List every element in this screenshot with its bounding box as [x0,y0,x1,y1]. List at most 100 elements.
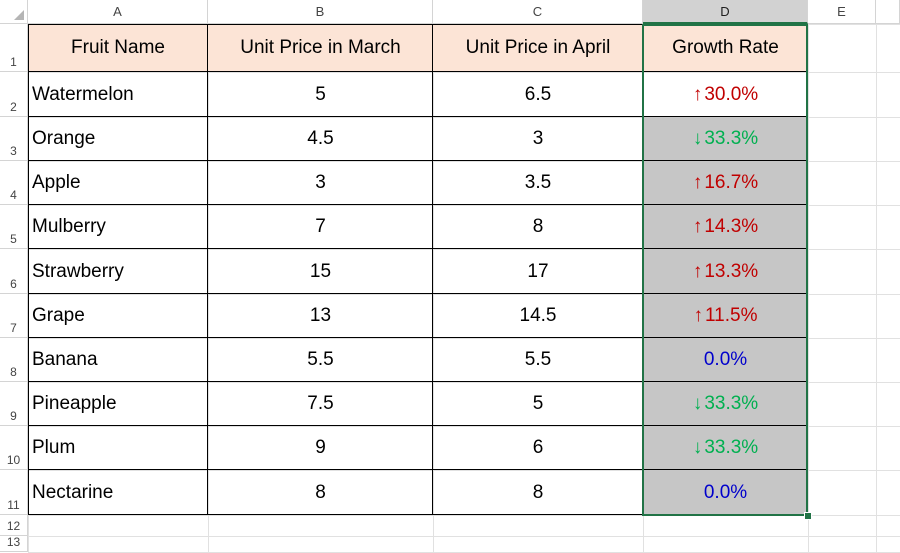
row-header-13[interactable]: 13 [0,535,28,552]
cell-growth-rate[interactable]: 0.0% [643,338,808,382]
cell-fruit[interactable]: Mulberry [32,216,106,237]
growth-rate-value: 0.0% [703,481,748,503]
row-header-2[interactable]: 2 [0,72,28,117]
cell-march[interactable]: 4.5 [307,128,334,149]
row-header-6[interactable]: 6 [0,249,28,294]
column-header-blank[interactable] [876,0,900,24]
arrow-up-icon: ↑ [692,172,703,193]
cell-april[interactable]: 17 [527,260,549,282]
select-all-corner[interactable] [0,0,28,24]
cell-growth-rate[interactable]: ↓ 33.3% [643,426,808,470]
cell-fruit[interactable]: Nectarine [32,481,114,503]
gridline-horizontal [28,205,900,206]
table-border-vertical [807,24,808,515]
cell-fruit[interactable]: Plum [32,437,76,458]
header-cell-growth-rate[interactable]: Growth Rate [643,24,808,72]
cell-fruit[interactable]: Watermelon [32,83,134,105]
row-header-11[interactable]: 11 [0,470,28,515]
cell-march[interactable]: 7.5 [307,393,334,414]
column-header-a[interactable]: A [28,0,208,24]
table-border-horizontal [28,293,808,294]
cell-growth-rate[interactable]: ↑ 14.3% [643,205,808,249]
table-border-horizontal [28,381,808,382]
cell-april[interactable]: 3.5 [524,172,552,193]
cell-fruit[interactable]: Orange [32,128,96,149]
table-border-vertical [207,24,208,515]
cell-april[interactable]: 8 [532,481,544,503]
row-header-7[interactable]: 7 [0,294,28,338]
cell-fruit[interactable]: Pineapple [32,393,117,414]
column-header-d[interactable]: D [643,0,808,24]
cell-growth-rate[interactable]: ↓ 33.3% [643,117,808,161]
header-cell-april-price[interactable]: Unit Price in April [433,24,643,72]
cell-april[interactable]: 6.5 [524,83,552,105]
cell-march[interactable]: 9 [315,437,326,458]
table-border-horizontal [28,24,808,25]
growth-rate-value: 0.0% [703,349,748,370]
table-border-horizontal [28,160,808,161]
cell-april[interactable]: 5 [532,393,544,414]
cell-growth-rate[interactable]: ↓ 33.3% [643,382,808,426]
header-cell-fruit-name[interactable]: Fruit Name [28,24,208,72]
cell-april[interactable]: 5.5 [524,349,552,370]
cell-march[interactable]: 3 [315,172,326,193]
arrow-up-icon: ↑ [692,260,703,282]
cell-growth-rate[interactable]: 0.0% [643,470,808,515]
table-border-horizontal [28,204,808,205]
row-header-3[interactable]: 3 [0,117,28,161]
cell-march[interactable]: 7 [315,216,326,237]
row-header-9[interactable]: 9 [0,382,28,426]
gridline-vertical [876,24,877,552]
growth-rate-value: 33.3% [704,128,759,149]
cell-march[interactable]: 8 [315,481,326,503]
cell-april[interactable]: 3 [532,128,544,149]
gridline-horizontal [28,536,900,537]
gridline-vertical [808,24,809,552]
growth-rate-value: 33.3% [704,437,759,458]
table-border-vertical [642,24,643,515]
column-header-b[interactable]: B [208,0,433,24]
row-header-4[interactable]: 4 [0,161,28,205]
cell-march[interactable]: 13 [309,305,332,326]
cell-growth-rate[interactable]: ↑ 11.5% [643,294,808,338]
cell-april[interactable]: 8 [532,216,544,237]
cell-fruit[interactable]: Apple [32,172,81,193]
cell-fruit[interactable]: Grape [32,305,85,326]
cell-march[interactable]: 15 [309,260,332,282]
growth-rate-value: 11.5% [705,305,758,326]
cell-april[interactable]: 6 [532,437,544,458]
arrow-up-icon: ↑ [692,83,703,105]
row-header-12[interactable]: 12 [0,515,28,536]
cell-march[interactable]: 5.5 [307,349,334,370]
gridline-horizontal [28,338,900,339]
cell-growth-rate[interactable]: ↑ 30.0% [643,72,808,117]
cell-fruit[interactable]: Strawberry [32,260,124,282]
table-border-horizontal [28,469,808,470]
header-cell-march-price[interactable]: Unit Price in March [208,24,433,72]
growth-rate-value: 13.3% [704,260,759,282]
table-border-horizontal [28,71,808,72]
cell-april[interactable]: 14.5 [519,305,557,326]
column-header-c[interactable]: C [433,0,643,24]
gridline-vertical [208,24,209,552]
cell-growth-rate[interactable]: ↑ 13.3% [643,249,808,294]
gridline-horizontal [28,426,900,427]
gridline-horizontal [28,294,900,295]
fill-handle[interactable] [804,512,812,520]
cell-growth-rate[interactable]: ↑ 16.7% [643,161,808,205]
row-header-5[interactable]: 5 [0,205,28,249]
row-header-1[interactable]: 1 [0,24,28,72]
column-header-e[interactable]: E [808,0,876,24]
cell-fruit[interactable]: Banana [32,349,98,370]
gridline-horizontal [28,72,900,73]
growth-rate-value: 30.0% [704,83,759,105]
table-border-horizontal [28,248,808,249]
cell-march[interactable]: 5 [315,83,326,105]
table-border-horizontal [28,337,808,338]
arrow-up-icon: ↑ [692,216,703,237]
row-header-8[interactable]: 8 [0,338,28,382]
row-header-10[interactable]: 10 [0,426,28,470]
gridline-horizontal [28,470,900,471]
arrow-down-icon: ↓ [692,128,703,149]
